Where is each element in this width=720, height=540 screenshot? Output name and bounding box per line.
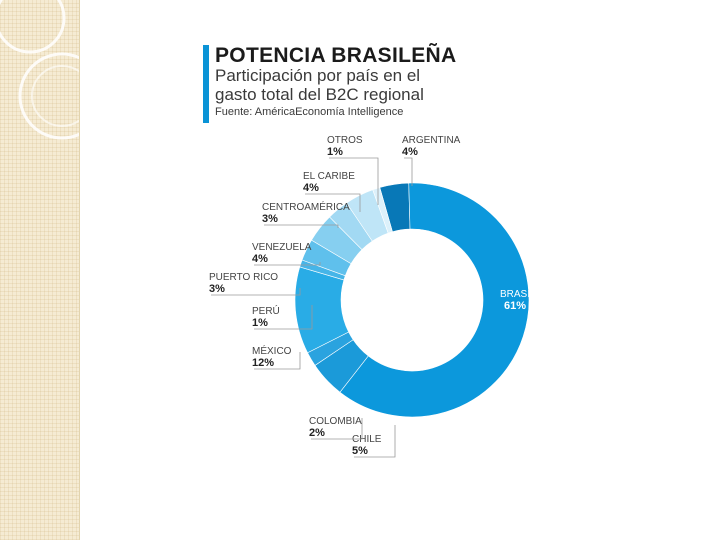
leader-line-puerto-rico <box>211 288 301 296</box>
chart-title: POTENCIA BRASILEÑA <box>215 44 457 67</box>
label-chile: CHILE <box>352 434 382 445</box>
leader-line-centroam-rica <box>264 224 339 228</box>
label-argentina: ARGENTINA <box>402 135 461 146</box>
slice-brasil <box>339 182 530 418</box>
value-venezuela: 4% <box>252 253 268 265</box>
label-el-caribe: EL CARIBE <box>303 171 355 182</box>
value-puerto-rico: 3% <box>209 283 225 295</box>
value-m-xico: 12% <box>252 357 274 369</box>
leader-line-colombia <box>311 418 363 440</box>
value-brasil: 61% <box>504 300 526 312</box>
label-per-: PERÚ <box>252 304 280 317</box>
leader-line-el-caribe <box>305 193 361 212</box>
decorative-sidebar <box>0 0 80 540</box>
label-otros: OTROS <box>327 135 363 146</box>
decorative-circles <box>0 0 79 140</box>
value-argentina: 4% <box>402 146 418 158</box>
label-venezuela: VENEZUELA <box>252 242 312 253</box>
leader-line-chile <box>354 425 396 458</box>
chart-subtitle: Participación por país en el gasto total… <box>215 66 424 104</box>
title-accent-bar <box>203 45 209 123</box>
label-puerto-rico: PUERTO RICO <box>209 272 278 283</box>
leader-line-venezuela <box>254 262 321 266</box>
value-otros: 1% <box>327 146 343 158</box>
leader-line-m-xico <box>254 352 301 370</box>
label-centroam-rica: CENTROAMÉRICA <box>262 200 350 213</box>
leader-line-argentina <box>404 157 413 186</box>
chart-source: Fuente: AméricaEconomía Intelligence <box>215 106 404 118</box>
value-centroam-rica: 3% <box>262 213 278 225</box>
label-brasil: BRASIL <box>500 289 536 300</box>
value-per-: 1% <box>252 317 268 329</box>
value-colombia: 2% <box>309 427 325 439</box>
label-colombia: COLOMBIA <box>309 416 362 427</box>
value-chile: 5% <box>352 445 368 457</box>
label-m-xico: MÉXICO <box>252 344 292 357</box>
value-el-caribe: 4% <box>303 182 319 194</box>
leader-line-per- <box>254 305 313 330</box>
leader-line-otros <box>329 157 379 205</box>
